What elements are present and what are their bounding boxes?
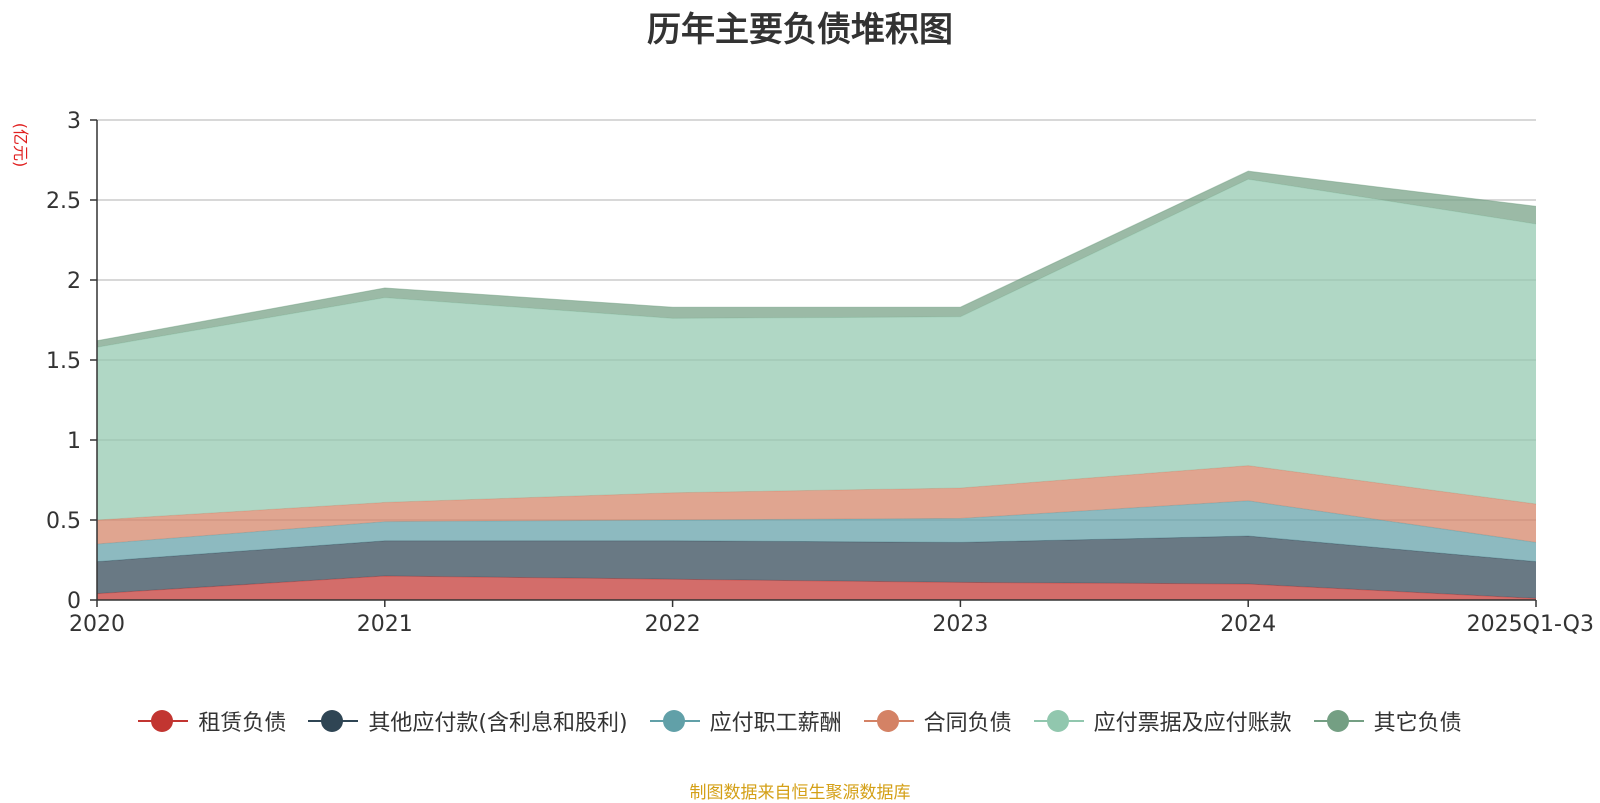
- legend-item[interactable]: 租赁负债: [138, 705, 286, 737]
- legend-item[interactable]: 其它负债: [1313, 705, 1462, 737]
- legend-label: 应付职工薪酬: [709, 711, 842, 736]
- legend-item[interactable]: 合同负债: [863, 705, 1012, 737]
- legend-label: 应付票据及应付账款: [1093, 711, 1292, 736]
- area-应付职工薪酬[interactable]: [97, 500, 1536, 562]
- legend-item[interactable]: 应付职工薪酬: [649, 705, 842, 737]
- legend-marker-icon: [863, 709, 914, 733]
- area-其他应付款(含利息和股利)[interactable]: [97, 536, 1536, 599]
- y-tick-label: 1: [67, 429, 81, 454]
- legend-label: 其他应付款(含利息和股利): [368, 711, 628, 736]
- x-tick-label: 2020: [69, 612, 125, 637]
- area-租赁负债[interactable]: [97, 576, 1536, 600]
- y-tick-label: 2.5: [46, 189, 81, 214]
- area-应付票据及应付账款[interactable]: [97, 179, 1536, 520]
- legend: 租赁负债 其他应付款(含利息和股利) 应付职工薪酬 合同负债 应付票据及应付账款 其它负债: [0, 705, 1600, 737]
- chart-title: 历年主要负债堆积图: [647, 10, 953, 50]
- source-note: 制图数据来自恒生聚源数据库: [689, 783, 911, 803]
- x-tick-label: 2022: [645, 612, 701, 637]
- y-tick-label: 2: [67, 269, 81, 294]
- y-tick-label: 0.5: [46, 509, 81, 534]
- area-合同负债[interactable]: [97, 465, 1536, 544]
- stacked-area-chart: 0 0.5 1 1.5 2 2.5 3 2020 2021 2022 2023 2024 2025Q1-…: [46, 109, 1594, 637]
- legend-label: 合同负债: [923, 711, 1012, 736]
- legend-item[interactable]: 其他应付款(含利息和股利): [308, 705, 628, 737]
- area-line-其它负债: [96, 170, 1537, 342]
- area-series: [96, 170, 1537, 600]
- legend-marker-icon: [1033, 709, 1084, 733]
- axes: 0 0.5 1 1.5 2 2.5 3 2020 2021 2022 2023 2024 2025Q1-…: [46, 109, 1594, 637]
- x-tick-label: 2024: [1220, 612, 1276, 637]
- y-tick-label: 3: [67, 109, 81, 134]
- legend-marker-icon: [138, 709, 189, 733]
- legend-marker-icon: [649, 709, 700, 733]
- x-tick-label: 2023: [932, 612, 988, 637]
- legend-label: 其它负债: [1373, 711, 1462, 736]
- legend-label: 租赁负债: [198, 711, 287, 736]
- x-tick-label: 2025Q1-Q3: [1467, 612, 1594, 637]
- legend-marker-icon: [1313, 709, 1364, 733]
- legend-marker-icon: [308, 709, 359, 733]
- x-tick-label: 2021: [357, 612, 413, 637]
- y-tick-label: 0: [67, 589, 81, 614]
- legend-item[interactable]: 应付票据及应付账款: [1033, 705, 1292, 737]
- y-tick-label: 1.5: [46, 349, 81, 374]
